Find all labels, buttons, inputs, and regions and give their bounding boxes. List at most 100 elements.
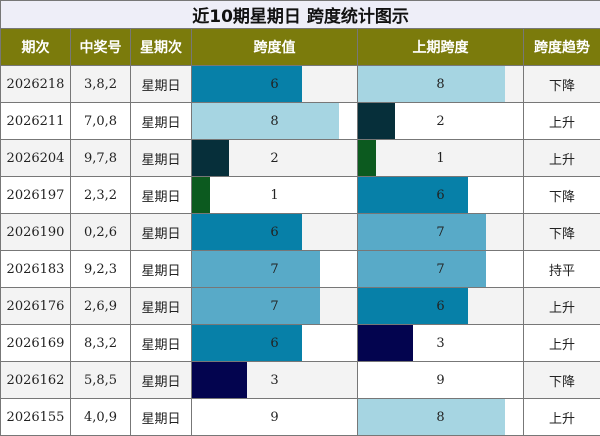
span-bar-cell: 9 [191,398,358,436]
table-row: 2026190 0,2,6 星期日 6 7 下降 [0,213,600,251]
span-value: 7 [270,298,279,314]
prev-span-value: 6 [436,298,445,314]
weekday-cell: 星期日 [130,139,192,177]
span-bar [192,288,321,324]
table-row: 2026169 8,3,2 星期日 6 3 上升 [0,324,600,362]
span-bar [192,362,247,398]
span-value: 3 [270,372,279,388]
span-value: 8 [270,113,279,129]
numbers-cell: 2,6,9 [70,287,131,325]
prev-span-bar-cell: 1 [357,139,524,177]
prev-span-bar-cell: 6 [357,176,524,214]
prev-span-value: 6 [436,187,445,203]
prev-span-bar-cell: 2 [357,102,524,140]
page-title: 近10期星期日 跨度统计图示 [0,0,600,29]
span-value: 6 [270,224,279,240]
prev-span-bar-cell: 7 [357,250,524,288]
issue-cell: 2026204 [0,139,71,177]
prev-span-bar [358,325,413,361]
numbers-cell: 9,2,3 [70,250,131,288]
prev-span-bar [358,251,487,287]
trend-cell: 下降 [522,65,600,103]
header-numbers: 中奖号 [70,28,131,66]
span-value: 2 [270,150,279,166]
span-bar [192,399,357,435]
prev-span-value: 1 [436,150,445,166]
span-bar-cell: 2 [191,139,358,177]
prev-span-bar-cell: 8 [357,398,524,436]
issue-cell: 2026169 [0,324,71,362]
prev-span-bar [358,288,468,324]
table-row: 2026176 2,6,9 星期日 7 6 上升 [0,287,600,325]
header-span: 跨度值 [191,28,358,66]
numbers-cell: 3,8,2 [70,65,131,103]
issue-cell: 2026211 [0,102,71,140]
table-row: 2026218 3,8,2 星期日 6 8 下降 [0,65,600,103]
span-value: 9 [270,409,279,425]
trend-cell: 上升 [522,139,600,177]
weekday-cell: 星期日 [130,398,192,436]
span-bar-cell: 6 [191,65,358,103]
prev-span-value: 9 [436,372,445,388]
span-bar-cell: 8 [191,102,358,140]
issue-cell: 2026218 [0,65,71,103]
trend-cell: 下降 [522,213,600,251]
prev-span-bar-cell: 3 [357,324,524,362]
prev-span-bar [358,399,505,435]
prev-span-bar [358,103,395,139]
table-row: 2026162 5,8,5 星期日 3 9 下降 [0,361,600,399]
span-bar-cell: 1 [191,176,358,214]
trend-cell: 上升 [522,287,600,325]
numbers-cell: 9,7,8 [70,139,131,177]
trend-cell: 下降 [522,361,600,399]
trend-cell: 下降 [522,176,600,214]
trend-cell: 上升 [522,324,600,362]
header-prev-span: 上期跨度 [357,28,524,66]
span-value: 1 [270,187,279,203]
span-bar-cell: 3 [191,361,358,399]
prev-span-bar [358,140,377,176]
span-bar-cell: 7 [191,287,358,325]
span-value: 6 [270,335,279,351]
prev-span-value: 8 [436,409,445,425]
span-value: 7 [270,261,279,277]
weekday-cell: 星期日 [130,65,192,103]
issue-cell: 2026183 [0,250,71,288]
span-bar [192,325,302,361]
weekday-cell: 星期日 [130,213,192,251]
prev-span-value: 8 [436,76,445,92]
span-bar [192,140,229,176]
weekday-cell: 星期日 [130,287,192,325]
numbers-cell: 7,0,8 [70,102,131,140]
issue-cell: 2026162 [0,361,71,399]
trend-cell: 持平 [522,250,600,288]
trend-cell: 上升 [522,398,600,436]
span-bar-cell: 6 [191,213,358,251]
span-bar [192,66,302,102]
span-bar [192,214,302,250]
trend-cell: 上升 [522,102,600,140]
table-row: 2026211 7,0,8 星期日 8 2 上升 [0,102,600,140]
table-row: 2026183 9,2,3 星期日 7 7 持平 [0,250,600,288]
weekday-cell: 星期日 [130,361,192,399]
prev-span-bar [358,362,523,398]
issue-cell: 2026197 [0,176,71,214]
numbers-cell: 5,8,5 [70,361,131,399]
prev-span-value: 2 [436,113,445,129]
span-value: 6 [270,76,279,92]
numbers-cell: 0,2,6 [70,213,131,251]
title-row: 近10期星期日 跨度统计图示 [0,0,600,29]
issue-cell: 2026155 [0,398,71,436]
prev-span-bar-cell: 9 [357,361,524,399]
header-weekday: 星期次 [130,28,192,66]
prev-span-value: 7 [436,224,445,240]
prev-span-bar [358,177,468,213]
weekday-cell: 星期日 [130,176,192,214]
span-bar-cell: 7 [191,250,358,288]
weekday-cell: 星期日 [130,324,192,362]
issue-cell: 2026176 [0,287,71,325]
prev-span-bar [358,214,487,250]
prev-span-value: 7 [436,261,445,277]
